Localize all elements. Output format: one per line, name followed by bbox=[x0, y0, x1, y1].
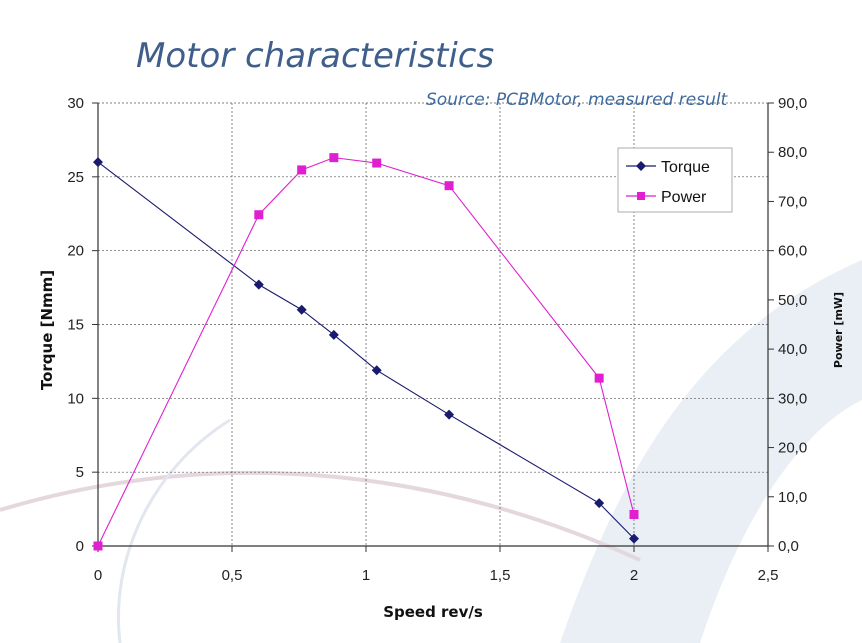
power-point bbox=[444, 181, 454, 191]
y-axis-title: Torque [Nmm] bbox=[38, 270, 56, 390]
y2-tick-label: 80,0 bbox=[778, 144, 807, 161]
axes: 0 0,5 1 1,5 2 2,5 0 5 10 15 20 25 30 0,0 10,0 20,0 30,0 4… bbox=[67, 95, 807, 584]
y2-tick-label: 90,0 bbox=[778, 95, 807, 112]
torque-point bbox=[629, 533, 639, 544]
power-point bbox=[93, 541, 103, 551]
legend-label-torque: Torque bbox=[661, 159, 710, 176]
y-tick-label: 25 bbox=[67, 169, 84, 186]
y-tick-label: 15 bbox=[67, 317, 84, 334]
torque-point bbox=[444, 409, 455, 420]
y2-tick-label: 40,0 bbox=[778, 341, 807, 358]
chart-title: Motor characteristics bbox=[136, 36, 494, 76]
background-decoration bbox=[0, 260, 862, 643]
legend-label-power: Power bbox=[661, 189, 707, 206]
legend-marker-torque bbox=[636, 161, 646, 171]
torque-point bbox=[594, 498, 605, 509]
torque-line bbox=[97, 161, 635, 540]
y-tick-label: 10 bbox=[67, 390, 84, 407]
y2-tick-label: 30,0 bbox=[778, 390, 807, 407]
y2-tick-label: 10,0 bbox=[778, 489, 807, 506]
y2-tick-label: 50,0 bbox=[778, 292, 807, 309]
torque-point bbox=[253, 279, 264, 290]
y2-axis-title: Power [mW] bbox=[832, 292, 845, 368]
y2-tick-label: 20,0 bbox=[778, 440, 807, 457]
torque-point bbox=[93, 157, 103, 168]
y-tick-label: 0 bbox=[76, 538, 84, 555]
torque-point bbox=[296, 304, 307, 315]
power-line bbox=[97, 157, 635, 547]
torque-point bbox=[371, 365, 382, 376]
y-tick-label: 5 bbox=[76, 464, 84, 481]
y2-tick-label: 70,0 bbox=[778, 193, 807, 210]
chart-subtitle: Source: PCBMotor, measured result bbox=[426, 90, 729, 110]
x-tick-label: 2 bbox=[630, 567, 638, 584]
x-tick-label: 0 bbox=[94, 567, 102, 584]
power-point bbox=[329, 153, 339, 163]
x-tick-label: 0,5 bbox=[222, 567, 243, 584]
power-point bbox=[254, 210, 264, 220]
power-point bbox=[629, 509, 639, 519]
y-tick-label: 20 bbox=[67, 243, 84, 260]
background-swoosh bbox=[560, 260, 862, 643]
legend-box bbox=[617, 147, 733, 213]
legend: Torque Power bbox=[617, 147, 733, 213]
series-torque bbox=[93, 157, 639, 544]
y2-tick-label: 60,0 bbox=[778, 243, 807, 260]
x-axis-title: Speed rev/s bbox=[383, 603, 483, 621]
y-tick-label: 30 bbox=[67, 95, 84, 112]
legend-marker-power bbox=[637, 192, 645, 200]
x-tick-label: 1 bbox=[362, 567, 370, 584]
series-power bbox=[93, 153, 639, 551]
power-point bbox=[594, 373, 604, 383]
power-point bbox=[297, 165, 307, 175]
background-arc-2 bbox=[117, 418, 231, 643]
x-tick-label: 1,5 bbox=[490, 567, 511, 584]
power-point bbox=[372, 158, 382, 168]
torque-point bbox=[328, 329, 339, 340]
y2-tick-label: 0,0 bbox=[778, 538, 799, 555]
x-tick-label: 2,5 bbox=[758, 567, 779, 584]
background-arc bbox=[0, 470, 641, 562]
